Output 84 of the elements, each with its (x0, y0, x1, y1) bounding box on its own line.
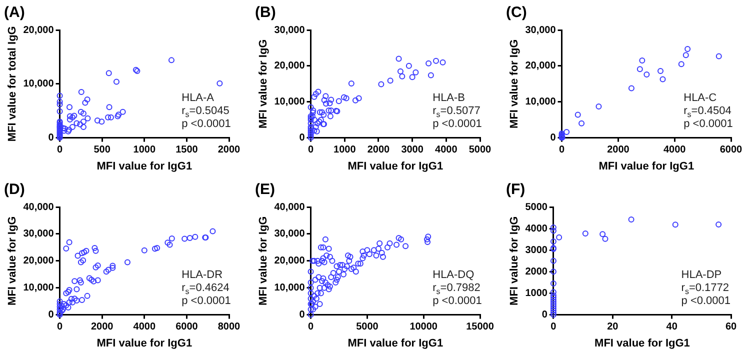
y-axis-title: MFI value for IgG (508, 39, 521, 129)
x-tick-label: 1000 (133, 144, 156, 156)
y-tick-label: 30,000 (23, 228, 54, 240)
y-tick-label: 3000 (525, 244, 548, 256)
y-tick-label: 30,000 (525, 24, 556, 36)
chart-title: (D) (4, 181, 25, 198)
x-tick-label: 4000 (663, 144, 686, 156)
x-tick-label: 40 (666, 322, 678, 333)
y-tick-label: 2000 (525, 266, 548, 278)
x-tick-label: 0 (57, 322, 64, 333)
annotation: p <0.0001 (182, 295, 231, 308)
y-tick-label: 0 (550, 132, 556, 144)
x-tick-label: 0 (308, 322, 314, 333)
chart-title: (F) (506, 181, 526, 198)
x-tick-label: 2000 (607, 144, 630, 156)
y-tick-label: 40,000 (23, 202, 54, 213)
x-tick-label: 15000 (466, 322, 494, 333)
annotation: HLA-A (182, 92, 215, 104)
x-axis-title: MFI value for IgG1 (348, 337, 444, 350)
y-tick-label: 0 (542, 310, 548, 321)
x-tick-label: 3000 (401, 144, 424, 156)
annotation: HLA-B (432, 92, 466, 104)
x-tick-label: 500 (94, 144, 111, 156)
x-axis-title: MFI value for IgG1 (594, 337, 690, 350)
y-axis-title: MFI value for IgG (6, 216, 19, 306)
y-tick-label: 40,000 (274, 202, 306, 213)
x-tick-label: 2000 (90, 322, 114, 333)
y-axis-title: MFI value for IgG (258, 216, 270, 306)
x-tick-label: 1000 (334, 144, 356, 156)
x-tick-label: 10000 (410, 322, 438, 333)
chart-title: (C) (506, 4, 527, 22)
annotation: p <0.0001 (432, 295, 482, 308)
annotation: p <0.0001 (684, 118, 733, 130)
y-tick-label: 10,000 (23, 282, 54, 294)
x-tick-label: 6000 (720, 144, 743, 156)
chart-title: (E) (255, 181, 275, 198)
x-tick-label: 8000 (218, 322, 241, 333)
x-tick-label: 0 (57, 144, 64, 156)
y-tick-label: 5000 (525, 202, 548, 213)
y-axis-title: MFI value for IgG (258, 39, 270, 129)
y-tick-label: 10,000 (274, 282, 306, 294)
x-tick-label: 0 (308, 144, 314, 156)
y-axis-title: MFI value for total IgG (6, 26, 19, 142)
annotation: p <0.0001 (182, 118, 231, 130)
x-tick-label: 1500 (176, 144, 198, 156)
y-tick-label: 20,000 (525, 60, 556, 72)
annotation: HLA-C (684, 92, 717, 104)
y-tick-label: 0 (48, 310, 54, 321)
chart-title: (B) (255, 4, 276, 22)
x-tick-label: 5000 (356, 322, 379, 333)
x-axis-title: MFI value for IgG1 (96, 160, 192, 172)
y-tick-label: 20,000 (274, 60, 306, 72)
chart-title: (A) (4, 4, 25, 22)
y-axis-title: MFI value for IgG (508, 216, 521, 306)
x-axis-title: MFI value for IgG1 (348, 160, 444, 172)
y-tick-label: 4000 (525, 223, 548, 234)
annotation: p <0.0001 (681, 295, 731, 308)
y-tick-label: 10,000 (274, 96, 306, 108)
x-tick-label: 4000 (435, 144, 458, 156)
x-tick-label: 20 (607, 322, 619, 333)
x-axis-title: MFI value for IgG1 (96, 337, 192, 350)
x-tick-label: 0 (559, 144, 566, 156)
x-tick-label: 5000 (468, 144, 492, 156)
y-tick-label: 0 (299, 310, 306, 321)
annotation: HLA-DP (681, 269, 722, 282)
y-tick-label: 10,000 (23, 78, 54, 90)
y-tick-label: 10,000 (525, 96, 556, 108)
y-tick-label: 0 (48, 132, 54, 144)
x-axis-title: MFI value for IgG1 (598, 160, 694, 172)
y-tick-label: 30,000 (274, 228, 306, 240)
annotation: HLA-DQ (432, 269, 475, 282)
y-tick-label: 20,000 (23, 256, 54, 267)
x-tick-label: 60 (725, 322, 737, 333)
y-tick-label: 0 (299, 132, 306, 144)
x-tick-label: 6000 (176, 322, 198, 333)
y-tick-label: 20,000 (23, 24, 54, 36)
annotation: p <0.0001 (432, 118, 482, 130)
y-tick-label: 30,000 (274, 24, 306, 36)
y-tick-label: 1000 (525, 288, 548, 299)
x-tick-label: 2000 (218, 144, 241, 156)
y-tick-label: 20,000 (274, 256, 306, 267)
x-tick-label: 4000 (133, 322, 156, 333)
x-tick-label: 2000 (367, 144, 390, 156)
annotation: HLA-DR (182, 269, 223, 282)
